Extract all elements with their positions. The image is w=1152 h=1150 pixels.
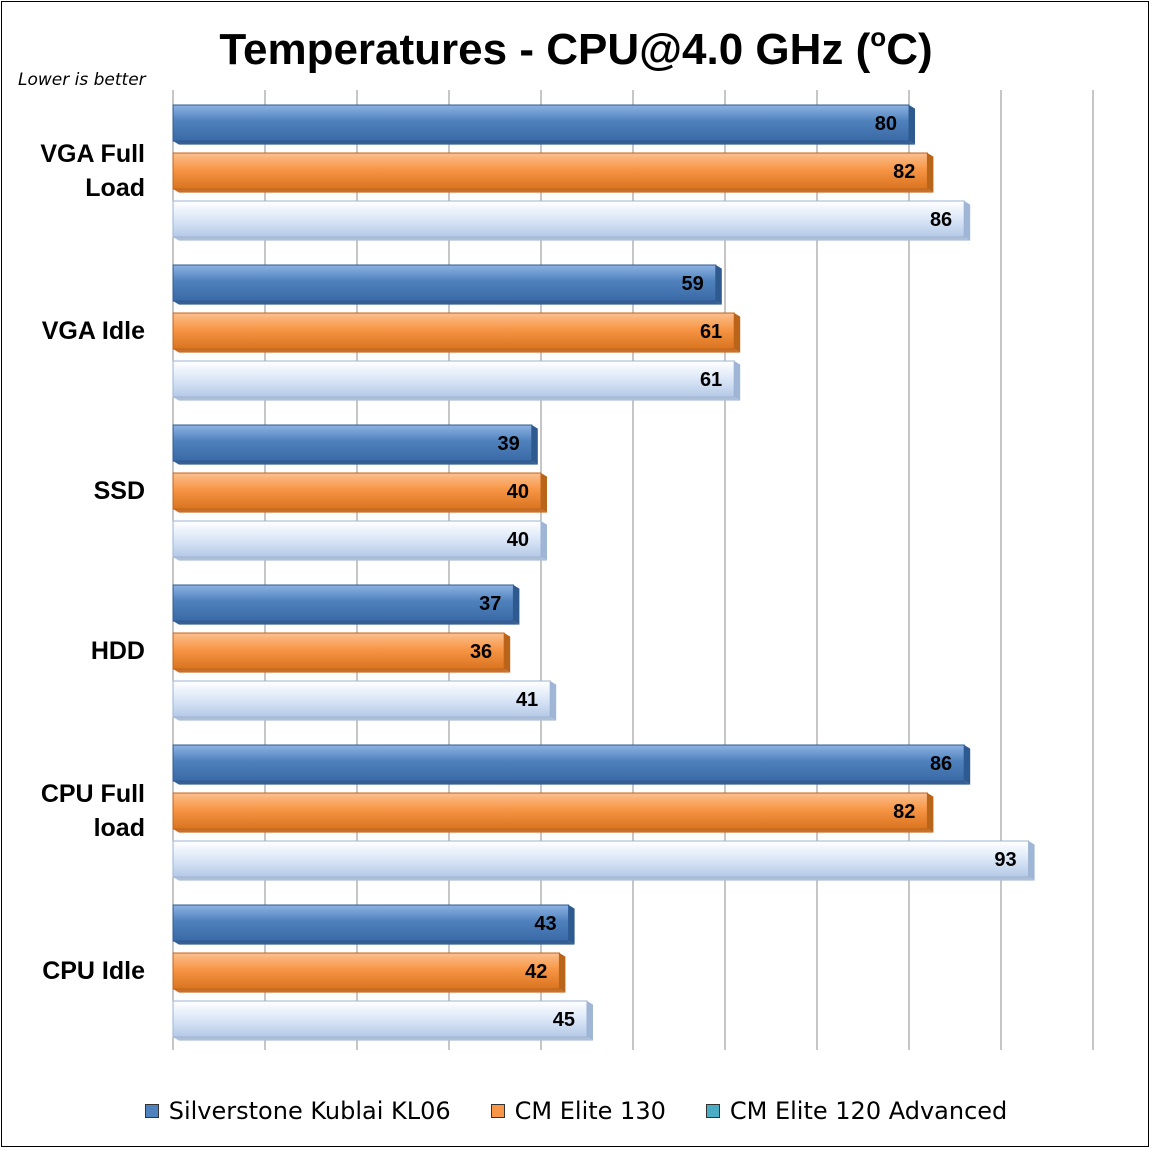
category-label: load xyxy=(94,814,145,842)
data-label: 42 xyxy=(525,961,547,983)
data-label: 37 xyxy=(479,593,501,615)
data-label: 36 xyxy=(470,641,492,663)
chart-title-text: Temperatures - CPU@4.0 GHz ( xyxy=(219,25,871,74)
data-label: 86 xyxy=(930,209,952,231)
bar xyxy=(172,264,722,305)
data-label: 86 xyxy=(930,753,952,775)
data-label: 39 xyxy=(498,433,520,455)
bar xyxy=(172,424,538,465)
data-label: 80 xyxy=(875,113,897,135)
legend-swatch-series-2 xyxy=(490,1104,505,1118)
bar xyxy=(172,584,520,625)
data-label: 40 xyxy=(507,529,529,551)
chart-title-unit: C) xyxy=(886,25,933,74)
data-label: 59 xyxy=(682,273,704,295)
bar xyxy=(172,744,971,785)
data-label: 93 xyxy=(994,849,1016,871)
legend-item-series-2: CM Elite 130 xyxy=(490,1097,666,1125)
bar xyxy=(172,1000,593,1041)
data-label: 61 xyxy=(700,321,722,343)
data-label: 43 xyxy=(534,913,556,935)
bar xyxy=(172,904,575,945)
bar xyxy=(172,152,934,193)
category-label: Load xyxy=(85,174,145,202)
data-label: 41 xyxy=(516,689,538,711)
chart-legend: Silverstone Kublai KL06 CM Elite 130 CM … xyxy=(0,1094,1152,1128)
chart-title-degree: o xyxy=(870,22,887,52)
category-label: CPU Idle xyxy=(42,957,145,985)
bar xyxy=(172,472,547,513)
bar xyxy=(172,360,741,401)
bar xyxy=(172,200,971,241)
bar xyxy=(172,952,566,993)
legend-swatch-series-1 xyxy=(144,1104,159,1118)
category-label: SSD xyxy=(94,477,145,505)
bar xyxy=(172,312,741,353)
category-label: VGA Idle xyxy=(42,317,145,345)
category-label: VGA Full xyxy=(40,140,145,168)
bar xyxy=(172,680,557,721)
category-label: CPU Full xyxy=(41,780,145,808)
data-label: 45 xyxy=(553,1009,575,1031)
category-label: HDD xyxy=(91,637,145,665)
bar xyxy=(172,632,511,673)
legend-label-series-3: CM Elite 120 Advanced xyxy=(729,1097,1008,1125)
data-label: 82 xyxy=(893,161,915,183)
chart-note: Lower is better xyxy=(18,70,146,90)
bar xyxy=(172,104,915,145)
bar xyxy=(172,792,934,833)
bar xyxy=(172,520,547,561)
legend-label-series-1: Silverstone Kublai KL06 xyxy=(168,1097,451,1125)
bar xyxy=(172,840,1035,881)
data-label: 61 xyxy=(700,369,722,391)
legend-item-series-3: CM Elite 120 Advanced xyxy=(705,1097,1008,1125)
legend-swatch-series-3 xyxy=(705,1104,720,1118)
data-label: 40 xyxy=(507,481,529,503)
data-label: 82 xyxy=(893,801,915,823)
legend-item-series-1: Silverstone Kublai KL06 xyxy=(144,1097,451,1125)
chart-title: Temperatures - CPU@4.0 GHz (oC) xyxy=(0,22,1152,75)
legend-label-series-2: CM Elite 130 xyxy=(514,1097,666,1125)
